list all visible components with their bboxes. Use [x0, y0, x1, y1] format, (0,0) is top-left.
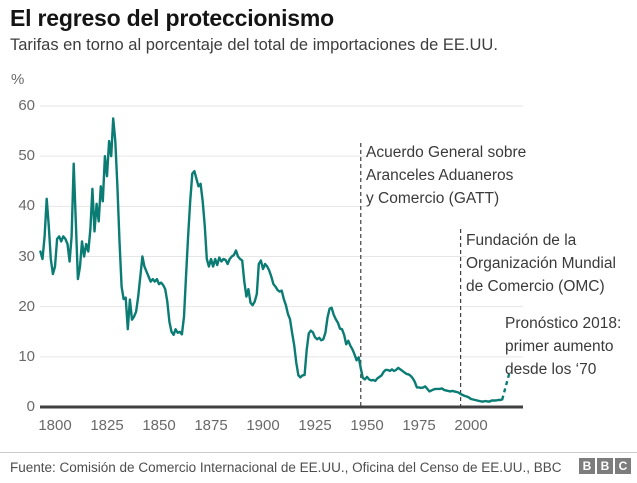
- x-tick-label-1850: 1850: [142, 417, 176, 434]
- annotation-gatt: Acuerdo General sobre Aranceles Aduanero…: [366, 141, 531, 210]
- annotation-gatt-line-1: Acuerdo General sobre: [366, 144, 527, 161]
- bbc-logo-letter-b2: B: [597, 458, 613, 474]
- annotation-forecast-line-1: Pronóstico 2018:: [505, 315, 622, 332]
- x-tick-label-1975: 1975: [402, 417, 436, 434]
- y-tick-label-50: 50: [18, 147, 35, 165]
- annotation-omc: Fundación de la Organización Mundial de …: [466, 229, 620, 298]
- forecast-dashed-line: [501, 370, 512, 400]
- plot-canvas: [39, 105, 523, 409]
- bbc-logo: B B C: [579, 458, 631, 474]
- tariff-line-chart: % 0 10 20 30 40 50 60 1800 1825 1850 1875 1900 1925…: [11, 71, 621, 434]
- x-tick-label-1900: 1900: [246, 417, 280, 434]
- y-tick-label-30: 30: [18, 247, 35, 265]
- y-tick-label-20: 20: [18, 297, 35, 315]
- x-tick-label-1825: 1825: [90, 417, 124, 434]
- annotation-forecast-line-2: primer aumento: [505, 338, 614, 355]
- page-title: El regreso del proteccionismo: [10, 5, 334, 31]
- y-axis-unit-label: %: [11, 71, 25, 88]
- annotation-omc-line-3: de Comercio (OMC): [466, 278, 605, 295]
- annotation-forecast-line-3: desde los ‘70: [505, 361, 597, 378]
- footer: Fuente: Comisión de Comercio Internacion…: [0, 452, 637, 483]
- source-text: Fuente: Comisión de Comercio Internacion…: [10, 460, 562, 475]
- y-tick-label-0: 0: [26, 398, 35, 415]
- y-tick-label-60: 60: [18, 97, 35, 114]
- x-tick-label-1800: 1800: [38, 417, 72, 434]
- x-tick-label-1875: 1875: [194, 417, 228, 434]
- x-tick-label-2000: 2000: [454, 417, 488, 434]
- y-tick-label-40: 40: [18, 197, 35, 215]
- tariff-line: [39, 117, 504, 403]
- x-tick-label-1925: 1925: [298, 417, 332, 434]
- bbc-logo-letter-c: C: [615, 458, 631, 474]
- annotation-forecast-2018: Pronóstico 2018: primer aumento desde lo…: [505, 312, 621, 381]
- annotation-gatt-line-2: Aranceles Aduaneros: [366, 167, 514, 184]
- x-tick-label-1950: 1950: [350, 417, 384, 434]
- y-tick-label-10: 10: [18, 347, 35, 365]
- bbc-logo-letter-b1: B: [579, 458, 595, 474]
- annotation-omc-line-2: Organización Mundial: [466, 255, 616, 272]
- annotation-omc-line-1: Fundación de la: [466, 232, 577, 249]
- page-subtitle: Tarifas en torno al porcentaje del total…: [10, 36, 498, 54]
- annotation-gatt-line-3: y Comercio (GATT): [366, 190, 500, 207]
